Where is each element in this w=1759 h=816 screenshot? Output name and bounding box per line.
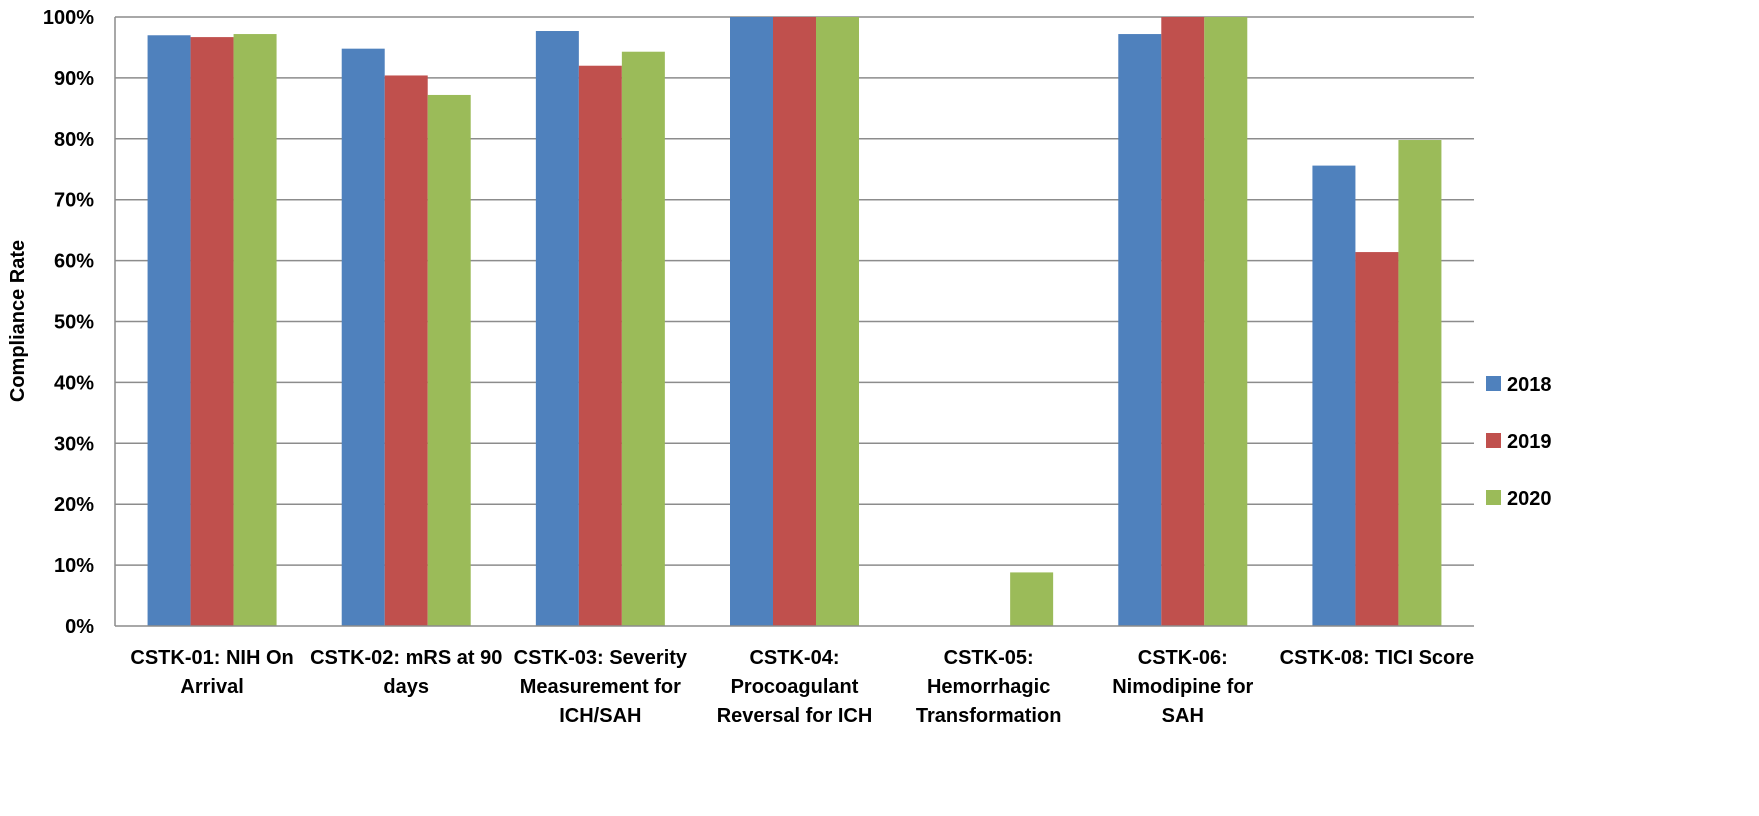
y-tick-label: 20% (54, 494, 94, 516)
legend-label-2018: 2018 (1507, 374, 1552, 396)
bar-2018 (341, 48, 385, 627)
x-tick-label: CSTK-04: Procoagulant Reversal for ICH (717, 647, 873, 727)
y-tick-label: 40% (54, 372, 94, 394)
x-tick-label: CSTK-06: Nimodipine for SAH (1112, 647, 1253, 727)
bars (147, 17, 1442, 627)
y-tick-label: 80% (54, 129, 94, 151)
legend: 2018 2019 2020 (1486, 374, 1552, 510)
bar-2019 (578, 65, 622, 627)
bar-2020 (1398, 140, 1442, 626)
legend-swatch-2020 (1486, 490, 1501, 505)
y-tick-label: 60% (54, 251, 94, 273)
axes (114, 17, 1474, 627)
bar-2019 (1161, 17, 1205, 626)
legend-label-2019: 2019 (1507, 431, 1552, 453)
y-tick-label: 90% (54, 68, 94, 90)
x-tick-label: CSTK-01: NIH On Arrival (130, 647, 293, 698)
bar-2020 (621, 51, 665, 626)
bar-2019 (1355, 252, 1399, 626)
y-tick-label: 30% (54, 433, 94, 455)
y-tick-label: 70% (54, 190, 94, 212)
y-tick-label: 10% (54, 555, 94, 577)
x-tick-label: CSTK-03: Severity Measurement for ICH/SAH (514, 647, 688, 727)
y-axis-label: Compliance Rate (7, 240, 29, 402)
x-tick-labels: CSTK-01: NIH On Arrival CSTK-02: mRS at 90… (130, 647, 1474, 727)
bar-2020 (816, 17, 859, 626)
bar-2019 (190, 37, 234, 627)
bar-2020 (427, 94, 471, 626)
bar-2020 (233, 34, 277, 626)
bar-2018 (730, 17, 773, 626)
y-tick-label: 100% (43, 7, 94, 29)
y-tick-labels: 0% 10% 20% 30% 40% 50% 60% 70% 80% 90% 100% (43, 7, 94, 638)
bar-2018 (1118, 34, 1162, 626)
legend-swatch-2018 (1486, 376, 1501, 391)
legend-swatch-2019 (1486, 433, 1501, 448)
bar-2018 (147, 35, 191, 626)
legend-label-2020: 2020 (1507, 488, 1552, 510)
bar-2019 (384, 75, 428, 627)
x-tick-label: CSTK-08: TICI Score (1280, 647, 1474, 669)
y-tick-label: 50% (54, 312, 94, 334)
x-tick-label: CSTK-05: Hemorrhagic Transformation (916, 647, 1062, 727)
bar-2020 (1010, 572, 1054, 626)
bar-2019 (773, 17, 816, 626)
x-tick-label: CSTK-02: mRS at 90 days (310, 647, 502, 698)
bar-2018 (1312, 165, 1356, 626)
bar-2018 (535, 31, 579, 626)
y-tick-label: 0% (65, 616, 94, 638)
bar-2020 (1204, 17, 1248, 626)
